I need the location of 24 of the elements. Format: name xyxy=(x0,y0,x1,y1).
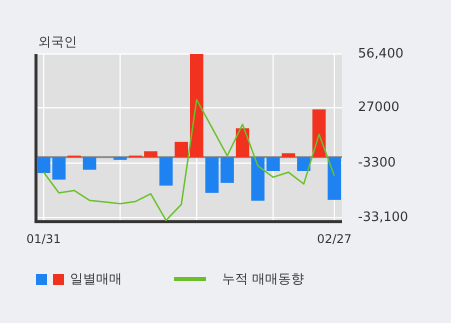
bar xyxy=(328,157,342,200)
bar xyxy=(82,157,96,170)
x-tick-label: 02/27 xyxy=(317,232,352,246)
bar xyxy=(297,157,310,171)
y-tick-label: -33,100 xyxy=(358,210,408,225)
bar xyxy=(113,157,127,160)
bar xyxy=(174,142,188,158)
bar xyxy=(144,151,158,158)
bar xyxy=(36,157,50,173)
x-tick-label: 01/31 xyxy=(26,232,61,246)
bar xyxy=(159,157,173,186)
chart-title: 외국인 xyxy=(38,35,77,50)
bar xyxy=(220,157,234,183)
bar xyxy=(190,54,204,158)
bar xyxy=(266,157,280,171)
y-tick-label: 56,400 xyxy=(358,46,404,62)
bar xyxy=(282,153,296,158)
bar xyxy=(251,157,265,201)
bar xyxy=(52,157,66,180)
y-tick-label: 27000 xyxy=(358,100,400,116)
legend-label: 누적 매매동향 xyxy=(222,271,304,288)
legend-label: 일별매매 xyxy=(70,271,122,288)
bar xyxy=(205,157,219,193)
y-tick-label: -3300 xyxy=(358,155,396,170)
